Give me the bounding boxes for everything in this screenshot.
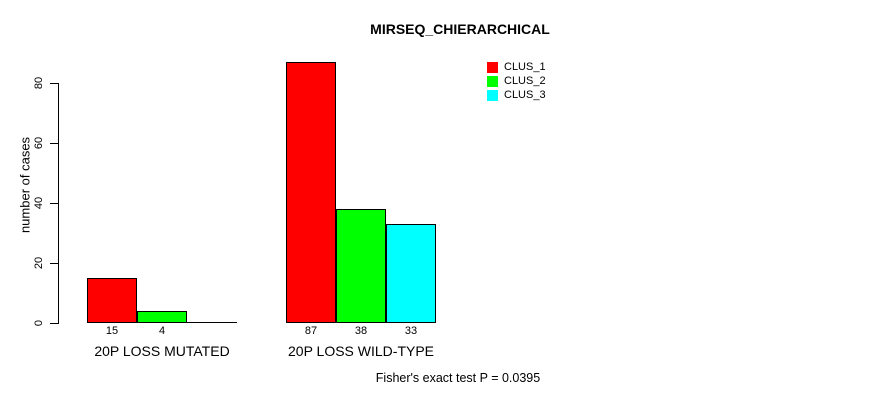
legend-label-clus-3: CLUS_3 (504, 89, 546, 101)
y-tick-label-20: 20 (33, 256, 45, 270)
legend-swatch-clus-3 (487, 90, 498, 101)
y-tick-40 (50, 203, 58, 204)
y-tick-label-80: 80 (33, 76, 45, 90)
y-tick-0 (50, 323, 58, 324)
y-axis-label: number of cases (17, 136, 33, 234)
bar-clus_2-group2 (336, 209, 386, 323)
bar-clus_3-group2 (386, 224, 436, 323)
legend-item-clus-3: CLUS_3 (487, 90, 546, 101)
legend-label-clus-2: CLUS_2 (504, 75, 546, 87)
y-tick-label-0: 0 (33, 319, 45, 327)
category-label-group1: 20P LOSS MUTATED (94, 343, 230, 359)
bar-value-label-clus_1-group2: 87 (304, 325, 318, 337)
y-tick-80 (50, 83, 58, 84)
bar-clus_1-group2 (286, 62, 336, 323)
y-tick-label-40: 40 (33, 196, 45, 210)
legend-swatch-clus-1 (487, 62, 498, 73)
bar-clus_1-group1 (87, 278, 137, 323)
bar-value-label-clus_2-group2: 38 (354, 325, 368, 337)
stats-footer-text: Fisher's exact test P = 0.0395 (375, 371, 541, 385)
chart-title: MIRSEQ_CHIERARCHICAL (370, 21, 550, 37)
legend-label-clus-1: CLUS_1 (504, 61, 546, 73)
y-tick-label-60: 60 (33, 136, 45, 150)
category-label-group2: 20P LOSS WILD-TYPE (287, 343, 435, 359)
legend-swatch-clus-2 (487, 76, 498, 87)
y-axis-line (58, 83, 59, 324)
bar-value-label-clus_3-group2: 33 (404, 325, 418, 337)
legend-item-clus-2: CLUS_2 (487, 76, 546, 87)
chart-legend: CLUS_1 CLUS_2 CLUS_3 (487, 62, 546, 101)
legend-item-clus-1: CLUS_1 (487, 62, 546, 73)
bar-clus_3-group1-zero (187, 322, 237, 323)
bar-clus_2-group1 (137, 311, 187, 323)
y-tick-60 (50, 143, 58, 144)
bar-value-label-clus_2-group1: 4 (158, 325, 166, 337)
bar-value-label-clus_1-group1: 15 (105, 325, 119, 337)
y-tick-20 (50, 263, 58, 264)
